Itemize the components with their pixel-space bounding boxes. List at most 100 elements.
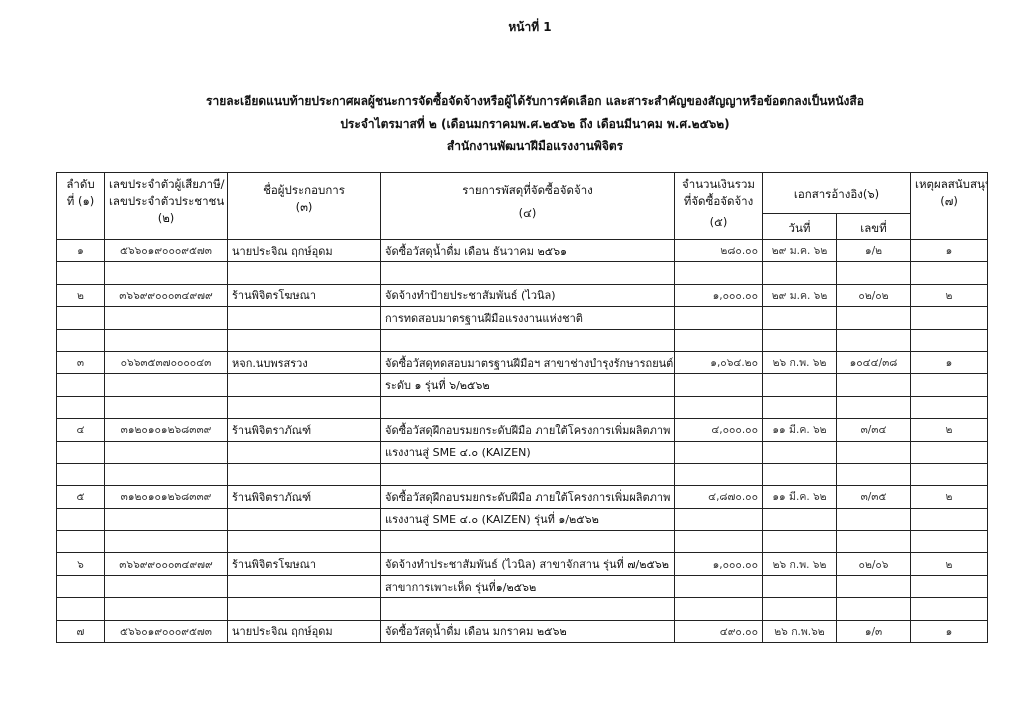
seq-cell xyxy=(56,373,105,397)
title-line: รายละเอียดแนบท้ายประกาศผลผู้ชนะการจัดซื้… xyxy=(206,94,864,108)
items-cell xyxy=(380,261,675,285)
ref-date-cell xyxy=(762,597,837,621)
table-row-continuation xyxy=(56,261,989,285)
items-cell: จัดซื้อวัสดุทดสอบมาตรฐานฝีมือฯ สาขาช่างบ… xyxy=(380,350,675,375)
table-row-continuation xyxy=(56,328,989,352)
vendor-cell: ร้านพิจิตรโฆษณา xyxy=(227,552,381,576)
items-cell: แรงงานสู่ SME ๔.๐ (KAIZEN) รุ่นที่ ๑/๒๕๖… xyxy=(380,507,675,532)
reason-cell xyxy=(910,261,989,285)
table-row: ๓๐๖๖๓๕๓๗๐๐๐๐๔๓ หจก.นบพรสรวง จัดซื้อวัสดุทด… xyxy=(56,350,989,375)
ref-no-cell xyxy=(835,328,912,352)
items-cell xyxy=(380,530,675,554)
ref-date-cell: ๒๖ ก.พ.๖๒ xyxy=(762,619,837,644)
ref-no-cell: ๓/๓๕ xyxy=(835,485,912,509)
seq-cell xyxy=(56,597,105,621)
ref-date-cell xyxy=(762,574,837,599)
amount-cell xyxy=(674,306,763,330)
vendor-cell xyxy=(227,462,381,487)
ref-no-cell xyxy=(835,507,912,532)
header-items: รายการพัสดุที่จัดซื้อจัดจ้าง (๔) xyxy=(380,172,675,240)
tax-id-cell xyxy=(104,507,228,532)
ref-no-cell xyxy=(835,373,912,397)
reason-cell xyxy=(910,507,989,532)
table-row: ๕๓๑๒๐๑๐๑๒๖๘๓๓๙ ร้านพิจิตราภัณฑ์ จัดซื้อวัส… xyxy=(56,485,989,509)
tax-id-cell xyxy=(104,574,228,599)
reason-cell: ๑ xyxy=(910,619,989,644)
reason-cell: ๒ xyxy=(910,418,989,442)
reason-cell xyxy=(910,440,989,464)
table-row-continuation xyxy=(56,530,989,554)
vendor-cell: ร้านพิจิตรโฆษณา xyxy=(227,283,381,308)
table-row-continuation: แรงงานสู่ SME ๔.๐ (KAIZEN) xyxy=(56,440,989,464)
amount-cell: ๑,๐๐๐.๐๐ xyxy=(674,283,763,308)
seq-cell xyxy=(56,306,105,330)
amount-cell xyxy=(674,507,763,532)
ref-date-cell: ๒๖ ก.พ. ๖๒ xyxy=(762,350,837,375)
reason-cell: ๑ xyxy=(910,238,989,263)
items-cell: จัดจ้างทำประชาสัมพันธ์ (ไวนิล) สาขาจักสา… xyxy=(380,552,675,576)
vendor-cell xyxy=(227,306,381,330)
header-vendor: ชื่อผู้ประกอบการ (๓) xyxy=(227,172,381,240)
vendor-cell: นายประจิณ ฤกษ์อุดม xyxy=(227,238,381,263)
amount-cell: ๒๘๐.๐๐ xyxy=(674,238,763,263)
seq-cell: ๗ xyxy=(56,619,105,644)
ref-no-cell: ๑๐๔๔/๓๘ xyxy=(835,350,912,375)
seq-cell: ๒ xyxy=(56,283,105,308)
ref-date-cell xyxy=(762,395,837,420)
reason-cell: ๒ xyxy=(910,485,989,509)
vendor-cell xyxy=(227,597,381,621)
ref-date-cell xyxy=(762,373,837,397)
amount-cell: ๑,๐๐๐.๐๐ xyxy=(674,552,763,576)
table-row-continuation: สาขาการเพาะเห็ด รุ่นที่๑/๒๕๖๒ xyxy=(56,574,989,599)
header-tax-id: เลขประจำตัวผู้เสียภาษี/เลขประจำตัวประชาช… xyxy=(104,172,228,240)
items-cell: สาขาการเพาะเห็ด รุ่นที่๑/๒๕๖๒ xyxy=(380,574,675,599)
ref-no-cell: ๐๒/๐๖ xyxy=(835,552,912,576)
ref-date-cell xyxy=(762,261,837,285)
reason-cell: ๒ xyxy=(910,283,989,308)
header-ref-doc: เอกสารอ้างอิง(๖) xyxy=(761,172,912,214)
header-ref-no: เลขที่ xyxy=(835,213,912,240)
amount-cell: ๑,๐๖๔.๒๐ xyxy=(674,350,763,375)
vendor-cell xyxy=(227,328,381,352)
vendor-cell xyxy=(227,574,381,599)
title-line: สำนักงานพัฒนาฝีมือแรงงานพิจิตร xyxy=(446,139,624,153)
ref-no-cell xyxy=(835,440,912,464)
ref-date-cell: ๒๙ ม.ค. ๖๒ xyxy=(762,238,837,263)
ref-no-cell xyxy=(835,530,912,554)
seq-cell: ๑ xyxy=(56,238,105,263)
tax-id-cell xyxy=(104,306,228,330)
page-number: หน้าที่ 1 xyxy=(508,20,552,34)
table-row-continuation: ระดับ ๑ รุ่นที่ ๖/๒๕๖๒ xyxy=(56,373,989,397)
seq-cell: ๖ xyxy=(56,552,105,576)
items-cell: จัดซื้อวัสดุฝึกอบรมยกระดับฝีมือ ภายใต้โค… xyxy=(380,418,675,442)
amount-cell: ๔,๐๐๐.๐๐ xyxy=(674,418,763,442)
reason-cell xyxy=(910,373,989,397)
seq-cell xyxy=(56,395,105,420)
ref-no-cell xyxy=(835,462,912,487)
tax-id-cell xyxy=(104,462,228,487)
amount-cell xyxy=(674,462,763,487)
table-row: ๗๕๖๖๐๑๙๐๐๐๙๕๗๓ นายประจิณ ฤกษ์อุดม จัดซื้อว… xyxy=(56,619,989,644)
header-seq: ลำดับ ที่ (๑) xyxy=(56,172,105,240)
header-ref-date: วันที่ xyxy=(762,213,837,240)
reason-cell xyxy=(910,597,989,621)
tax-id-cell: ๕๖๖๐๑๙๐๐๐๙๕๗๓ xyxy=(104,238,228,263)
table-row: ๔๓๑๒๐๑๐๑๒๖๘๓๓๙ ร้านพิจิตราภัณฑ์ จัดซื้อวัส… xyxy=(56,418,989,442)
ref-date-cell: ๒๖ ก.พ. ๖๒ xyxy=(762,552,837,576)
amount-cell: ๔,๘๗๐.๐๐ xyxy=(674,485,763,509)
items-cell: จัดจ้างทำป้ายประชาสัมพันธ์ (ไวนิล) xyxy=(380,283,675,308)
reason-cell xyxy=(910,328,989,352)
seq-cell xyxy=(56,530,105,554)
ref-date-cell xyxy=(762,530,837,554)
tax-id-cell xyxy=(104,530,228,554)
table-row: ๒๓๖๖๙๙๐๐๐๓๔๙๗๙ ร้านพิจิตรโฆษณา จัดจ้างทำป้… xyxy=(56,283,989,308)
tax-id-cell: ๓๑๒๐๑๐๑๒๖๘๓๓๙ xyxy=(104,418,228,442)
ref-date-cell: ๑๑ มี.ค. ๖๒ xyxy=(762,485,837,509)
reason-cell: ๑ xyxy=(910,350,989,375)
seq-cell: ๓ xyxy=(56,350,105,375)
vendor-cell: หจก.นบพรสรวง xyxy=(227,350,381,375)
tax-id-cell: ๓๑๒๐๑๐๑๒๖๘๓๓๙ xyxy=(104,485,228,509)
seq-cell: ๔ xyxy=(56,418,105,442)
tax-id-cell: ๓๖๖๙๙๐๐๐๓๔๙๗๙ xyxy=(104,283,228,308)
ref-no-cell: ๓/๓๔ xyxy=(835,418,912,442)
